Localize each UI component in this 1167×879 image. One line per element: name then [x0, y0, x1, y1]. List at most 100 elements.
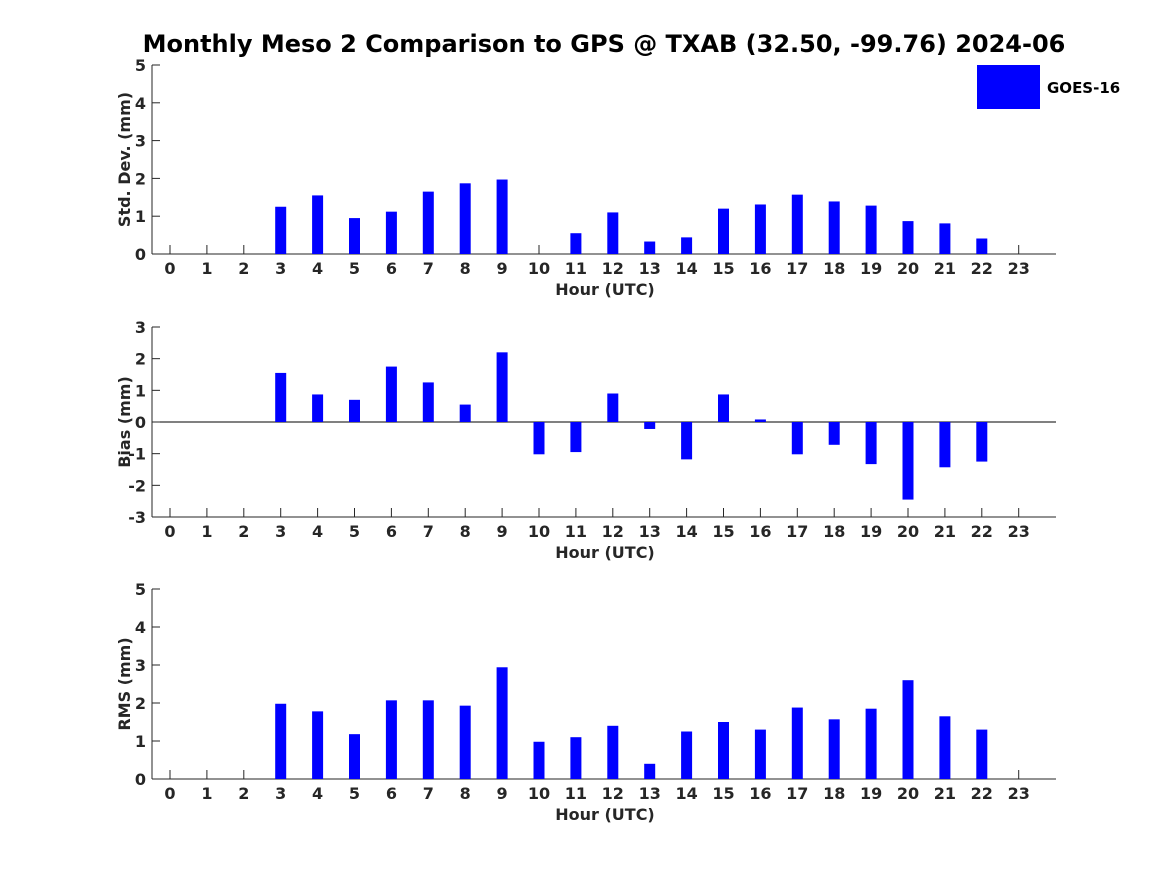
x-tick-label: 9 — [497, 259, 508, 278]
x-tick-label: 22 — [971, 784, 993, 803]
bar-hour-5 — [349, 399, 360, 422]
x-tick-label: 16 — [749, 259, 771, 278]
y-tick-label: 3 — [135, 318, 146, 337]
x-tick-label: 17 — [786, 522, 808, 541]
x-tick-label: 13 — [639, 784, 661, 803]
legend: GOES-16 — [977, 65, 1120, 109]
bar-hour-20 — [902, 221, 914, 254]
x-tick-label: 9 — [497, 522, 508, 541]
x-tick-label: 12 — [602, 522, 624, 541]
bar-hour-22 — [976, 729, 988, 779]
y-axis-label: Std. Dev. (mm) — [115, 92, 134, 227]
x-tick-label: 19 — [860, 784, 882, 803]
x-tick-label: 15 — [712, 259, 734, 278]
x-tick-label: 22 — [971, 522, 993, 541]
bar-hour-8 — [459, 705, 471, 779]
x-tick-label: 14 — [675, 259, 697, 278]
bar-hour-7 — [422, 700, 434, 779]
y-tick-label: 0 — [135, 770, 146, 789]
x-tick-label: 4 — [312, 259, 323, 278]
y-axis-label: Bias (mm) — [115, 376, 134, 468]
y-tick-label: 3 — [135, 656, 146, 675]
y-tick-label: 2 — [135, 350, 146, 369]
bar-hour-19 — [865, 708, 877, 779]
bar-hour-6 — [385, 700, 397, 779]
x-tick-label: 10 — [528, 522, 550, 541]
x-tick-label: 19 — [860, 522, 882, 541]
bar-hour-12 — [607, 725, 619, 779]
y-tick-label: 0 — [135, 245, 146, 264]
x-tick-label: 14 — [675, 784, 697, 803]
bar-hour-17 — [791, 194, 803, 254]
y-tick-label: 0 — [135, 413, 146, 432]
bar-hour-3 — [275, 206, 287, 254]
y-tick-label: 1 — [135, 381, 146, 400]
x-tick-label: 1 — [201, 784, 212, 803]
x-tick-label: 12 — [602, 784, 624, 803]
x-tick-label: 11 — [565, 522, 587, 541]
bar-hour-15 — [718, 394, 729, 422]
bar-hour-4 — [312, 711, 324, 779]
x-tick-label: 15 — [712, 522, 734, 541]
bar-hour-15 — [718, 208, 729, 254]
x-tick-label: 5 — [349, 784, 360, 803]
x-tick-label: 23 — [1008, 522, 1030, 541]
chart-title: Monthly Meso 2 Comparison to GPS @ TXAB … — [143, 30, 1066, 58]
bar-hour-16 — [754, 729, 766, 779]
x-tick-label: 1 — [201, 522, 212, 541]
x-tick-label: 20 — [897, 784, 919, 803]
x-tick-label: 3 — [275, 259, 286, 278]
x-tick-label: 16 — [749, 784, 771, 803]
bar-hour-16 — [754, 204, 766, 254]
x-tick-label: 11 — [565, 259, 587, 278]
y-tick-label: 2 — [135, 169, 146, 188]
x-tick-label: 18 — [823, 784, 845, 803]
bar-hour-20 — [902, 422, 914, 500]
bar-hour-11 — [570, 422, 582, 453]
bar-hour-13 — [644, 241, 656, 254]
bar-hour-12 — [607, 393, 619, 422]
x-tick-label: 13 — [639, 259, 661, 278]
bar-hour-4 — [312, 195, 324, 254]
x-tick-label: 15 — [712, 784, 734, 803]
bar-hour-21 — [939, 716, 951, 779]
x-tick-label: 14 — [675, 522, 697, 541]
bar-hour-19 — [865, 205, 877, 254]
x-tick-label: 21 — [934, 522, 956, 541]
legend-label: GOES-16 — [1047, 79, 1120, 97]
bar-hour-9 — [496, 667, 508, 779]
x-tick-label: 21 — [934, 259, 956, 278]
y-tick-label: -1 — [128, 445, 146, 464]
x-tick-label: 17 — [786, 784, 808, 803]
x-axis-label: Hour (UTC) — [555, 543, 655, 562]
bar-hour-20 — [902, 680, 914, 779]
x-tick-label: 3 — [275, 784, 286, 803]
y-tick-label: 2 — [135, 694, 146, 713]
bar-hour-17 — [791, 707, 803, 779]
x-tick-label: 2 — [238, 259, 249, 278]
x-tick-label: 11 — [565, 784, 587, 803]
x-tick-label: 4 — [312, 784, 323, 803]
bar-hour-5 — [349, 218, 360, 254]
x-tick-label: 3 — [275, 522, 286, 541]
x-tick-label: 19 — [860, 259, 882, 278]
bar-hour-21 — [939, 422, 951, 468]
x-tick-label: 12 — [602, 259, 624, 278]
bar-hour-18 — [828, 422, 840, 445]
x-tick-label: 0 — [164, 522, 175, 541]
y-tick-label: -3 — [128, 508, 146, 527]
bar-hour-18 — [828, 201, 840, 254]
bar-hour-7 — [422, 191, 434, 254]
x-tick-label: 21 — [934, 784, 956, 803]
x-tick-label: 2 — [238, 784, 249, 803]
bar-hour-11 — [570, 737, 582, 779]
bar-hour-8 — [459, 404, 471, 422]
x-axis-label: Hour (UTC) — [555, 805, 655, 824]
x-tick-label: 0 — [164, 784, 175, 803]
x-tick-label: 5 — [349, 259, 360, 278]
